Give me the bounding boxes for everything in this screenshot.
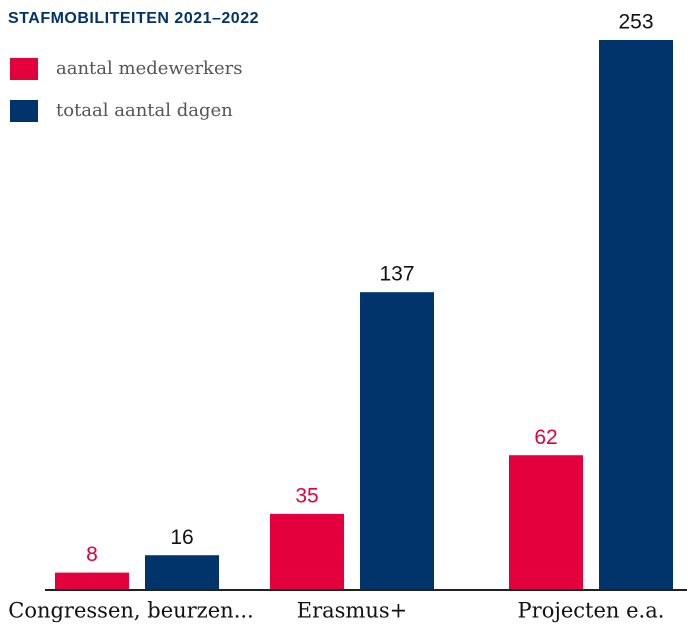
x-tick-label: Congressen, beurzen... [8,599,253,623]
legend-label: totaal aantal dagen [56,100,233,121]
bar [145,555,219,590]
legend-label: aantal medewerkers [56,58,242,79]
value-label: 62 [534,426,557,449]
value-label: 16 [170,526,193,549]
bar [509,455,583,590]
chart-title: STAFMOBILITEITEN 2021–2022 [8,10,259,27]
legend-swatch [10,100,38,122]
value-label: 35 [295,484,318,507]
bar [55,572,129,590]
legend-swatch [10,58,38,80]
x-tick-label: Projecten e.a. [518,599,665,623]
x-tick-label: Erasmus+ [297,599,407,623]
value-label: 137 [379,263,414,286]
bar [360,292,434,590]
bar [270,513,344,590]
bar [599,40,673,590]
value-label: 8 [86,543,98,566]
value-label: 253 [618,11,653,34]
